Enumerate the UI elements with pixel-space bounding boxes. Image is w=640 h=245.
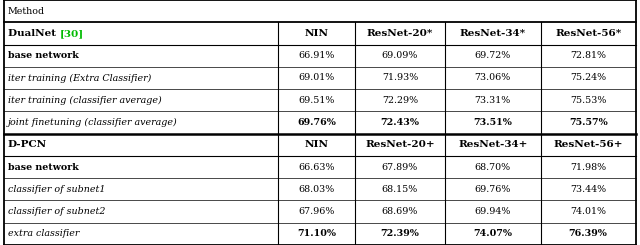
Text: 66.63%: 66.63% bbox=[298, 162, 335, 171]
Text: D-PCN: D-PCN bbox=[8, 140, 47, 149]
Text: 72.43%: 72.43% bbox=[381, 118, 419, 127]
Text: 74.01%: 74.01% bbox=[570, 207, 606, 216]
Text: base network: base network bbox=[8, 162, 79, 171]
Text: 73.51%: 73.51% bbox=[474, 118, 512, 127]
Text: 69.09%: 69.09% bbox=[382, 51, 418, 60]
Text: 68.70%: 68.70% bbox=[475, 162, 511, 171]
Text: 68.69%: 68.69% bbox=[382, 207, 418, 216]
Text: 74.07%: 74.07% bbox=[474, 229, 512, 238]
Text: 69.72%: 69.72% bbox=[475, 51, 511, 60]
Text: 72.39%: 72.39% bbox=[381, 229, 419, 238]
Text: 76.39%: 76.39% bbox=[569, 229, 607, 238]
Text: 69.51%: 69.51% bbox=[299, 96, 335, 105]
Text: 71.93%: 71.93% bbox=[382, 74, 418, 83]
Text: NIN: NIN bbox=[305, 140, 329, 149]
Text: extra classifier: extra classifier bbox=[8, 229, 79, 238]
Text: NIN: NIN bbox=[305, 29, 329, 38]
Text: 69.94%: 69.94% bbox=[475, 207, 511, 216]
Text: 72.29%: 72.29% bbox=[382, 96, 418, 105]
Text: iter training (Extra Classifier): iter training (Extra Classifier) bbox=[8, 74, 151, 83]
Text: 68.15%: 68.15% bbox=[382, 185, 418, 194]
Text: 68.03%: 68.03% bbox=[299, 185, 335, 194]
Text: ResNet-56*: ResNet-56* bbox=[555, 29, 621, 38]
Text: 75.53%: 75.53% bbox=[570, 96, 606, 105]
Text: 69.76%: 69.76% bbox=[475, 185, 511, 194]
Text: 67.96%: 67.96% bbox=[299, 207, 335, 216]
Text: DualNet: DualNet bbox=[8, 29, 60, 38]
Text: 73.44%: 73.44% bbox=[570, 185, 606, 194]
Text: 66.91%: 66.91% bbox=[299, 51, 335, 60]
Text: ResNet-20*: ResNet-20* bbox=[367, 29, 433, 38]
Text: base network: base network bbox=[8, 51, 79, 60]
Text: joint finetuning (classifier average): joint finetuning (classifier average) bbox=[8, 118, 177, 127]
Text: 73.31%: 73.31% bbox=[475, 96, 511, 105]
Text: 69.76%: 69.76% bbox=[298, 118, 336, 127]
Text: classifier of subnet1: classifier of subnet1 bbox=[8, 185, 105, 194]
Text: iter training (classifier average): iter training (classifier average) bbox=[8, 96, 161, 105]
Text: ResNet-34*: ResNet-34* bbox=[460, 29, 526, 38]
Text: [30]: [30] bbox=[60, 29, 84, 38]
Text: classifier of subnet2: classifier of subnet2 bbox=[8, 207, 105, 216]
Text: 75.24%: 75.24% bbox=[570, 74, 606, 83]
Text: 72.81%: 72.81% bbox=[570, 51, 606, 60]
Text: ResNet-20+: ResNet-20+ bbox=[365, 140, 435, 149]
Text: 73.06%: 73.06% bbox=[475, 74, 511, 83]
Text: 75.57%: 75.57% bbox=[569, 118, 607, 127]
Text: ResNet-56+: ResNet-56+ bbox=[554, 140, 623, 149]
Text: ResNet-34+: ResNet-34+ bbox=[458, 140, 527, 149]
Text: 67.89%: 67.89% bbox=[382, 162, 418, 171]
Text: 69.01%: 69.01% bbox=[299, 74, 335, 83]
Text: 71.10%: 71.10% bbox=[298, 229, 336, 238]
Text: 71.98%: 71.98% bbox=[570, 162, 606, 171]
Text: Method: Method bbox=[8, 7, 45, 16]
